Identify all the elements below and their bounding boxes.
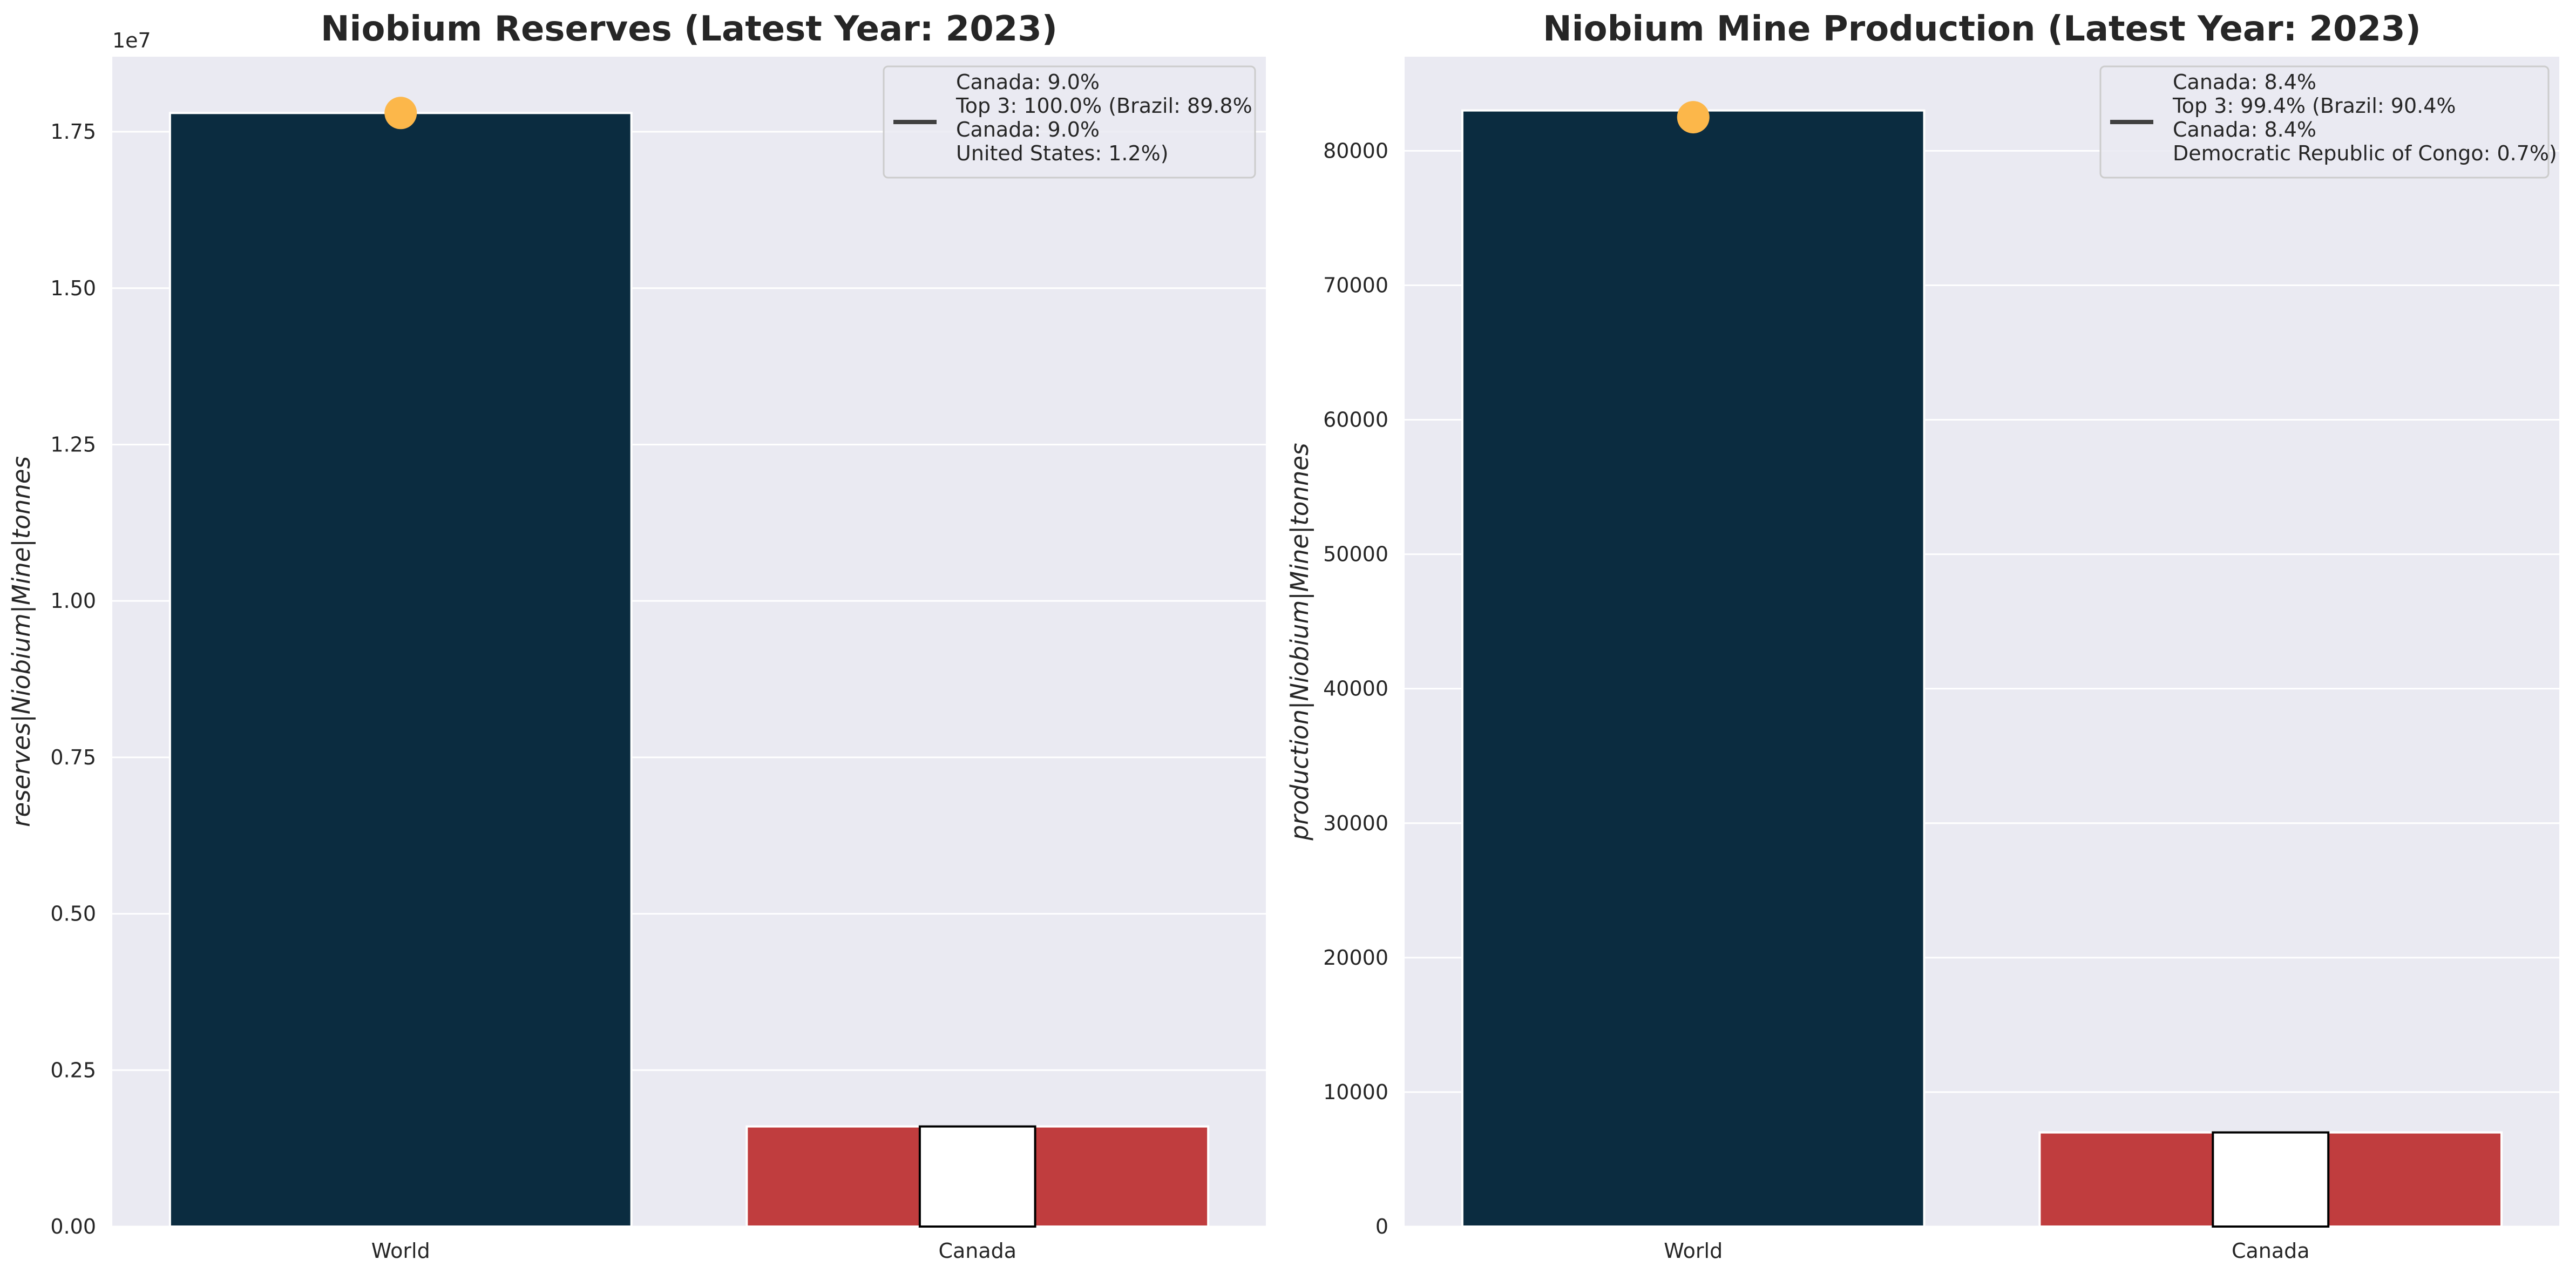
x-tick-label: World xyxy=(1664,1239,1723,1263)
y-tick-label: 1.25 xyxy=(50,432,96,456)
y-tick-label: 10000 xyxy=(1323,1080,1388,1104)
marker-point xyxy=(1677,101,1710,134)
y-tick-label: 60000 xyxy=(1323,408,1388,432)
legend-text-line: Top 3: 100.0% (Brazil: 89.8% xyxy=(955,94,1252,118)
x-tick-label: World xyxy=(371,1239,430,1263)
y-axis-label: production|Niobium|Mine|tonnes xyxy=(1285,443,1314,841)
bar-world xyxy=(1461,109,1926,1228)
legend-box xyxy=(883,65,1256,179)
legend-text-line: Canada: 9.0% xyxy=(956,118,1100,141)
x-tick-label: Canada xyxy=(2232,1239,2310,1263)
y-axis-label: reserves|Niobium|Mine|tonnes xyxy=(7,456,36,827)
y-tick-label: 70000 xyxy=(1323,273,1388,297)
y-tick-label: 0.50 xyxy=(50,902,96,926)
chart-title: Niobium Mine Production (Latest Year: 20… xyxy=(1543,9,2421,49)
y-tick-label: 20000 xyxy=(1323,946,1388,970)
x-tick-label: Canada xyxy=(938,1239,1016,1263)
legend-text-line: Canada: 8.4% xyxy=(2173,118,2316,141)
y-tick-label: 0.25 xyxy=(50,1058,96,1082)
y-tick-label: 80000 xyxy=(1323,139,1388,162)
y-tick-label: 0.75 xyxy=(50,746,96,769)
highlight-bar xyxy=(2212,1131,2330,1228)
chart-panel-0: 0.00 0.25 0.50 0.75 1.00 1.25 1.50 1.75 World Can… xyxy=(7,9,1266,1263)
legend-text-line: Democratic Republic of Congo: 0.7%) xyxy=(2173,141,2557,165)
legend-text-line: Top 3: 99.4% (Brazil: 90.4% xyxy=(2172,94,2456,118)
y-tick-label: 40000 xyxy=(1323,677,1388,701)
offset-text: 1e7 xyxy=(112,29,151,52)
y-tick-label: 50000 xyxy=(1323,543,1388,566)
bar-world xyxy=(168,112,633,1228)
chart-title: Niobium Reserves (Latest Year: 2023) xyxy=(321,9,1057,49)
chart-panel-1: 0 10000 20000 30000 40000 50000 60000 70000 8000… xyxy=(1285,9,2559,1263)
y-tick-label: 1.50 xyxy=(50,276,96,300)
highlight-bar xyxy=(918,1125,1036,1228)
y-tick-label: 1.75 xyxy=(50,120,96,144)
y-tick-label: 1.00 xyxy=(50,589,96,613)
marker-point xyxy=(384,97,417,130)
legend-text-line: Canada: 9.0% xyxy=(956,70,1100,94)
legend-box xyxy=(2099,65,2550,179)
legend-text-line: Canada: 8.4% xyxy=(2173,70,2316,94)
y-tick-label: 30000 xyxy=(1323,811,1388,835)
y-tick-label: 0 xyxy=(1375,1215,1388,1238)
legend-text-line: United States: 1.2%) xyxy=(956,141,1169,165)
y-tick-label: 0.00 xyxy=(50,1215,96,1238)
